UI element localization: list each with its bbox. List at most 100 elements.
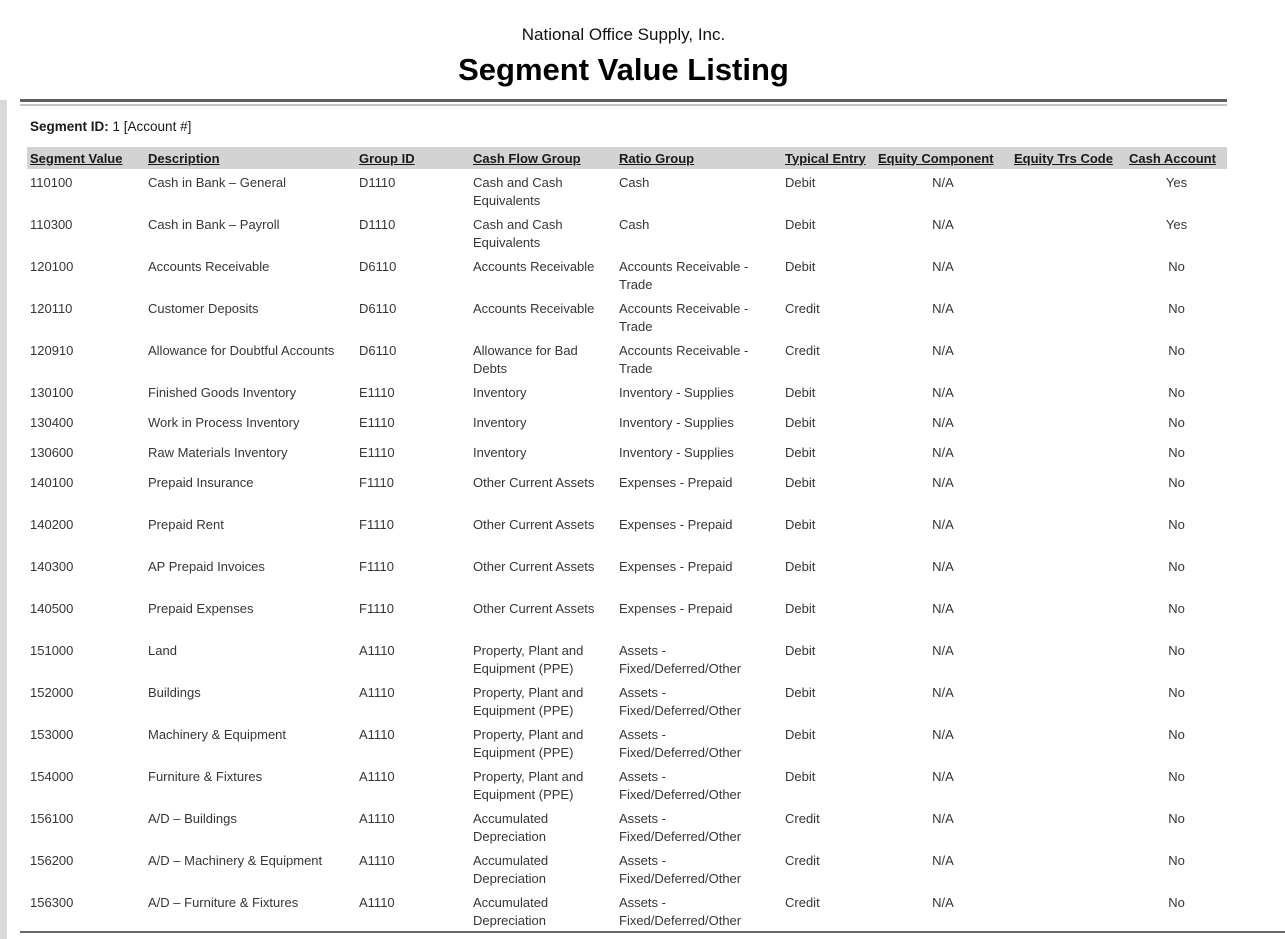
header-rule-light (20, 104, 1227, 106)
cell-description: Land (148, 643, 177, 658)
cell-description: Machinery & Equipment (148, 727, 287, 742)
cell-group-id: E1110 (359, 415, 395, 430)
column-header-equity-component: Equity Component (878, 150, 994, 166)
cell-group-id: F1110 (359, 559, 394, 574)
cell-ratio-group: Inventory - Supplies (619, 445, 734, 460)
table-row: 110300 Cash in Bank – Payroll D1110 Cash an… (27, 211, 1227, 253)
cell-equity-trs-code (1011, 595, 1126, 637)
cell-equity-component: N/A (932, 811, 954, 826)
table-row: 152000 Buildings A1110 Property, Plant and … (27, 679, 1227, 721)
cell-group-id: D6110 (359, 343, 397, 358)
table-row: 120100 Accounts Receivable D6110 Accounts R… (27, 253, 1227, 295)
cell-cash-account: No (1168, 685, 1185, 700)
table-row: 153000 Machinery & Equipment A1110 Property… (27, 721, 1227, 763)
column-header-description: Description (148, 150, 220, 166)
table-row: 110100 Cash in Bank – General D1110 Cash an… (27, 169, 1227, 211)
cell-segment-value: 140500 (30, 601, 74, 616)
cell-cash-flow-group: Other Current Assets (473, 517, 595, 532)
company-name: National Office Supply, Inc. (521, 25, 726, 44)
cell-equity-trs-code (1011, 553, 1126, 595)
cell-equity-component: N/A (932, 445, 954, 460)
table-row: 130600 Raw Materials Inventory E1110 Invent… (27, 439, 1227, 469)
cell-cash-account: No (1168, 385, 1185, 400)
cell-typical-entry: Debit (785, 559, 816, 574)
cell-typical-entry: Debit (785, 445, 816, 460)
cell-description: Prepaid Expenses (148, 601, 254, 616)
cell-cash-account: No (1168, 769, 1185, 784)
cell-cash-flow-group: Inventory (473, 445, 527, 460)
cell-description: Furniture & Fixtures (148, 769, 263, 784)
cell-ratio-group: Assets - Fixed/Deferred/Other (619, 685, 742, 718)
cell-typical-entry: Credit (785, 343, 820, 358)
header-rule-gap (20, 102, 1227, 104)
cell-typical-entry: Debit (785, 175, 816, 190)
cell-equity-component: N/A (932, 643, 954, 658)
cell-equity-trs-code (1011, 511, 1126, 553)
cell-equity-trs-code (1011, 763, 1126, 805)
table-row: 140200 Prepaid Rent F1110 Other Current Ass… (27, 511, 1227, 553)
segment-value-table: Segment Value Description Group ID Cash Flo… (27, 147, 1227, 931)
cell-cash-flow-group: Accounts Receivable (473, 259, 595, 274)
cell-segment-value: 153000 (30, 727, 74, 742)
cell-segment-value: 156100 (30, 811, 74, 826)
cell-description: A/D – Furniture & Fixtures (148, 895, 299, 910)
cell-cash-flow-group: Accumulated Depreciation (473, 811, 549, 844)
cell-group-id: E1110 (359, 385, 395, 400)
cell-equity-component: N/A (932, 301, 954, 316)
cell-cash-account: No (1168, 517, 1185, 532)
cell-cash-account: No (1168, 415, 1185, 430)
cell-equity-component: N/A (932, 601, 954, 616)
page-title: Segment Value Listing (458, 52, 789, 87)
cell-ratio-group: Expenses - Prepaid (619, 517, 733, 532)
cell-typical-entry: Debit (785, 475, 816, 490)
cell-equity-component: N/A (932, 415, 954, 430)
header-rule (20, 99, 1227, 106)
cell-ratio-group: Expenses - Prepaid (619, 559, 733, 574)
cell-description: Work in Process Inventory (148, 415, 300, 430)
column-header-segment-value: Segment Value (30, 150, 123, 166)
cell-cash-account: Yes (1165, 175, 1188, 190)
cell-cash-flow-group: Property, Plant and Equipment (PPE) (473, 727, 584, 760)
cell-ratio-group: Assets - Fixed/Deferred/Other (619, 769, 742, 802)
cell-cash-account: No (1168, 853, 1185, 868)
column-header-ratio-group: Ratio Group (619, 150, 695, 166)
cell-equity-component: N/A (932, 385, 954, 400)
cell-description: Prepaid Insurance (148, 475, 254, 490)
cell-cash-account: No (1168, 895, 1185, 910)
cell-description: Prepaid Rent (148, 517, 224, 532)
cell-group-id: D6110 (359, 301, 397, 316)
cell-ratio-group: Expenses - Prepaid (619, 601, 733, 616)
cell-cash-account: No (1168, 301, 1185, 316)
footer-rule (20, 931, 1285, 933)
cell-typical-entry: Debit (785, 385, 816, 400)
cell-description: A/D – Machinery & Equipment (148, 853, 323, 868)
column-header-equity-trs-code: Equity Trs Code (1014, 150, 1113, 166)
cell-cash-account: No (1168, 811, 1185, 826)
cell-cash-flow-group: Property, Plant and Equipment (PPE) (473, 769, 584, 802)
table-row: 120910 Allowance for Doubtful Accounts D61… (27, 337, 1227, 379)
cell-typical-entry: Debit (785, 643, 816, 658)
column-header-cash-account: Cash Account (1129, 150, 1216, 166)
cell-equity-trs-code (1011, 679, 1126, 721)
cell-equity-component: N/A (932, 895, 954, 910)
cell-ratio-group: Cash (619, 217, 650, 232)
cell-ratio-group: Assets - Fixed/Deferred/Other (619, 811, 742, 844)
cell-typical-entry: Debit (785, 415, 816, 430)
cell-group-id: A1110 (359, 895, 395, 910)
cell-segment-value: 140200 (30, 517, 74, 532)
cell-cash-flow-group: Accounts Receivable (473, 301, 595, 316)
cell-segment-value: 140100 (30, 475, 74, 490)
cell-equity-trs-code (1011, 295, 1126, 337)
cell-description: Raw Materials Inventory (148, 445, 288, 460)
cell-ratio-group: Assets - Fixed/Deferred/Other (619, 727, 742, 760)
table-row: 156200 A/D – Machinery & Equipment A1110 Ac… (27, 847, 1227, 889)
table-row: 120110 Customer Deposits D6110 Accounts Rec… (27, 295, 1227, 337)
cell-typical-entry: Debit (785, 259, 816, 274)
cell-ratio-group: Assets - Fixed/Deferred/Other (619, 643, 742, 676)
cell-cash-account: No (1168, 601, 1185, 616)
cell-segment-value: 156200 (30, 853, 74, 868)
cell-description: Finished Goods Inventory (148, 385, 297, 400)
table-row: 156100 A/D – Buildings A1110 Accumulated De… (27, 805, 1227, 847)
cell-segment-value: 152000 (30, 685, 74, 700)
